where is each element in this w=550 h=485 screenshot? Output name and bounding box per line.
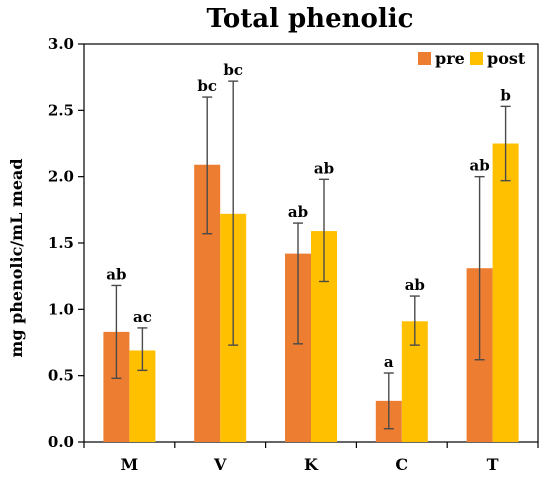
legend-label-pre: pre bbox=[435, 49, 465, 68]
significance-letter: ab bbox=[469, 157, 489, 175]
significance-letter: a bbox=[384, 353, 394, 371]
significance-letter: ab bbox=[288, 203, 308, 221]
significance-letter: b bbox=[500, 86, 511, 104]
y-tick-label: 2.5 bbox=[48, 101, 74, 119]
x-tick-label: V bbox=[213, 455, 227, 474]
x-tick-label: C bbox=[395, 455, 408, 474]
significance-letter: ab bbox=[405, 276, 425, 294]
y-tick-label: 2.0 bbox=[48, 168, 74, 186]
bar-post bbox=[492, 143, 519, 442]
y-tick-label: 1.0 bbox=[48, 300, 74, 318]
significance-letter: bc bbox=[197, 77, 217, 95]
x-tick-label: M bbox=[121, 455, 139, 474]
significance-letter: bc bbox=[223, 61, 243, 79]
plot-area: 0.0 0.5 1.0 1.5 2.0 2.5 3.0 M V K C Tab bc ab a ab ac bc a… bbox=[48, 35, 539, 474]
x-tick-label: T bbox=[487, 455, 499, 474]
significance-letter: ab bbox=[106, 265, 126, 283]
y-tick-label: 1.5 bbox=[48, 234, 74, 252]
legend: pre post bbox=[418, 49, 526, 68]
legend-label-post: post bbox=[487, 49, 526, 68]
significance-letter: ac bbox=[133, 308, 152, 326]
y-axis-label: mg phenolic/mL mead bbox=[7, 158, 26, 357]
legend-swatch-pre bbox=[418, 52, 431, 65]
y-tick-label: 0.5 bbox=[48, 367, 74, 385]
chart-title: Total phenolic bbox=[207, 4, 414, 34]
significance-letter: ab bbox=[314, 159, 334, 177]
x-tick-label: K bbox=[304, 455, 319, 474]
legend-swatch-post bbox=[470, 52, 483, 65]
y-tick-label: 0.0 bbox=[48, 433, 74, 451]
y-tick-label: 3.0 bbox=[48, 35, 74, 53]
